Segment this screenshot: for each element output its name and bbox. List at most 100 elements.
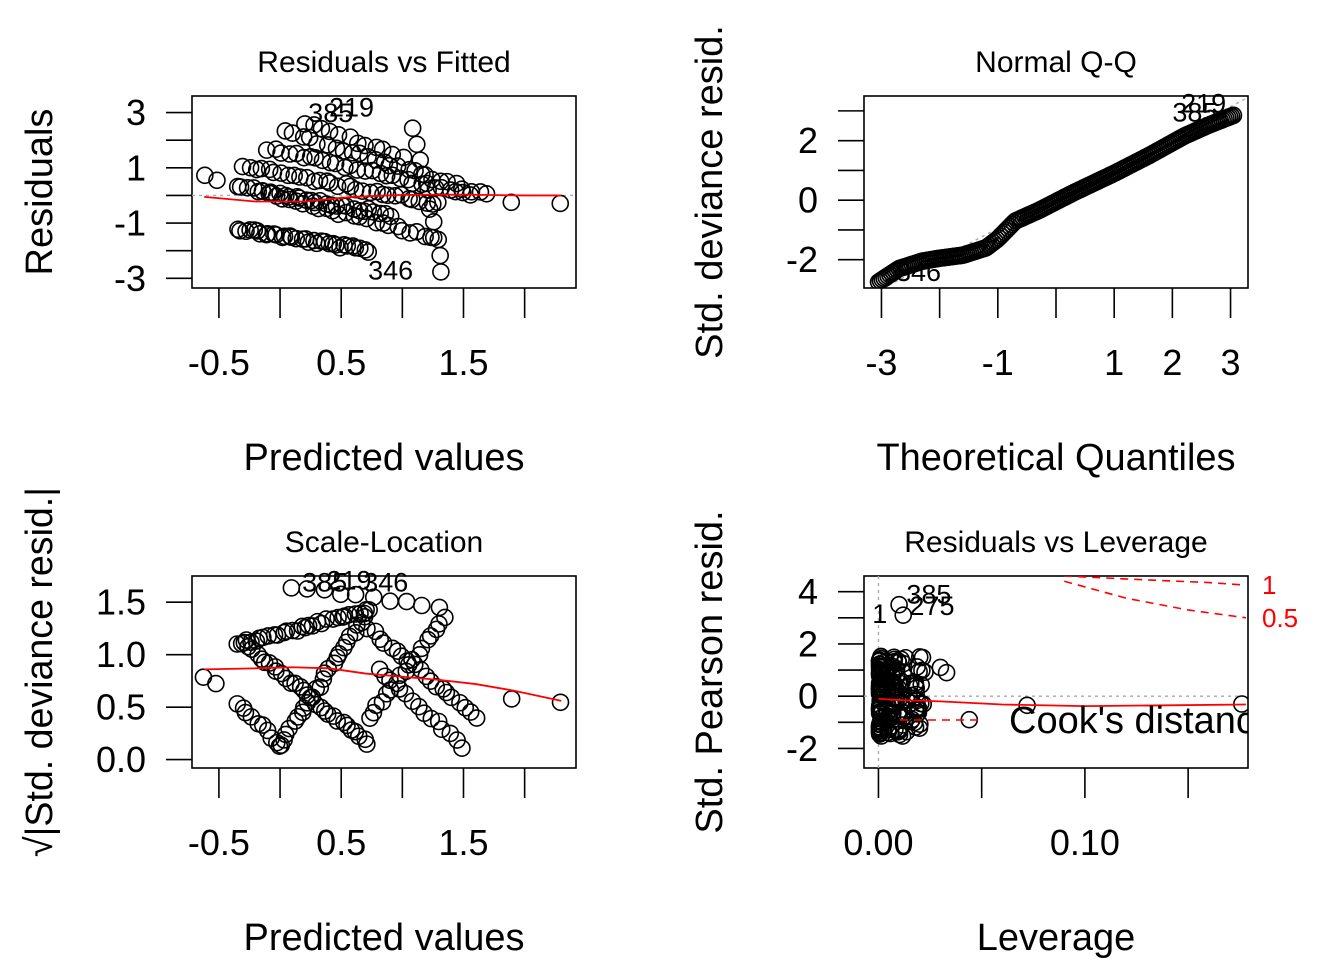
- data-point: [318, 172, 336, 190]
- y-tick-label: 3: [126, 92, 146, 133]
- data-point: [400, 160, 419, 179]
- x-axis-label: Leverage: [977, 917, 1135, 959]
- y-axis-label: Std. deviance resid.: [689, 25, 731, 359]
- data-point: [430, 598, 449, 617]
- data-point: [295, 148, 313, 167]
- data-point: [356, 241, 375, 259]
- data-point: [477, 184, 496, 203]
- data-point: [280, 145, 299, 163]
- smoother-line: [204, 666, 562, 702]
- point-label: 219: [1181, 88, 1226, 118]
- data-point: [320, 122, 339, 141]
- x-tick-label: 0.10: [1050, 822, 1120, 863]
- x-tick-label: 1.5: [438, 342, 488, 383]
- y-axis-label: √|Std. deviance resid.|: [19, 487, 61, 857]
- data-point: [259, 627, 277, 645]
- data-point: [388, 642, 407, 661]
- y-tick-label: -3: [114, 258, 146, 299]
- data-point: [364, 588, 383, 606]
- y-tick-label: 1: [126, 147, 146, 188]
- data-point: [408, 135, 426, 154]
- data-point: [377, 684, 396, 703]
- data-point: [551, 693, 570, 712]
- data-point: [432, 720, 451, 739]
- data-point: [287, 229, 306, 248]
- data-point: [275, 227, 294, 246]
- panel-title: Residuals vs Fitted: [257, 46, 510, 79]
- data-point: [467, 709, 486, 727]
- data-point: [411, 151, 430, 169]
- data-point: [328, 177, 347, 196]
- data-point: [356, 136, 374, 155]
- data-point: [314, 670, 333, 688]
- data-point: [377, 166, 396, 185]
- data-point: [422, 709, 441, 728]
- data-point: [913, 661, 931, 680]
- data-point: [416, 227, 434, 246]
- data-point: [403, 119, 422, 138]
- data-point: [298, 694, 317, 712]
- data-point: [427, 677, 446, 696]
- data-point: [344, 237, 362, 255]
- residuals-vs-fitted-panel: Residuals vs Fitted Predicted values Resid…: [19, 46, 577, 479]
- x-tick-label: -3: [865, 342, 897, 383]
- data-point: [313, 151, 332, 170]
- data-point: [889, 707, 908, 725]
- x-tick-label: 3: [1221, 342, 1241, 383]
- data-point: [419, 181, 437, 199]
- data-point: [273, 228, 292, 247]
- data-point: [890, 595, 908, 614]
- plot-frame: [863, 575, 1249, 769]
- data-point: [293, 195, 312, 213]
- y-tick-label: -2: [786, 728, 818, 769]
- scale-location-panel: Scale-Location Predicted values √|Std. dev…: [19, 487, 577, 959]
- data-point: [252, 159, 271, 178]
- data-point: [361, 183, 380, 202]
- data-point: [907, 685, 926, 704]
- point-label: 346: [368, 256, 413, 286]
- cooks-contour-label: 0.5: [1262, 603, 1298, 633]
- data-point: [338, 237, 357, 255]
- x-tick-label: 1.5: [438, 822, 488, 863]
- data-point: [421, 672, 440, 690]
- point-label: 385: [906, 579, 951, 609]
- data-point: [328, 712, 347, 730]
- data-point: [277, 622, 296, 640]
- data-point: [282, 579, 301, 597]
- data-point: [908, 658, 926, 676]
- data-point: [873, 662, 892, 681]
- panel-title: Residuals vs Leverage: [904, 526, 1208, 559]
- y-tick-label: 0: [798, 180, 818, 221]
- data-point: [879, 708, 898, 727]
- data-point: [315, 702, 334, 720]
- data-point: [346, 585, 365, 604]
- data-point: [403, 692, 422, 711]
- point-label: 275: [909, 591, 954, 621]
- y-tick-label: 4: [798, 571, 818, 612]
- smoother-line: [878, 697, 1246, 707]
- data-point: [367, 213, 386, 232]
- data-point: [233, 157, 252, 176]
- data-point: [279, 166, 298, 185]
- y-tick-label: 0: [798, 676, 818, 717]
- data-point: [374, 634, 393, 652]
- data-point: [910, 648, 929, 666]
- data-point: [429, 712, 448, 731]
- data-point: [358, 735, 376, 753]
- smoother-line: [204, 193, 562, 203]
- data-point: [431, 246, 449, 265]
- data-point: [315, 581, 334, 599]
- data-point: [280, 190, 299, 209]
- residuals-vs-leverage-panel: Residuals vs Leverage Leverage Std. Pearso…: [689, 510, 1298, 959]
- point-label: 1: [872, 599, 887, 629]
- y-tick-label: -2: [786, 239, 818, 280]
- data-point: [349, 134, 367, 153]
- data-point: [391, 169, 410, 188]
- data-point: [432, 263, 450, 281]
- data-point: [231, 222, 249, 240]
- data-point: [244, 179, 263, 197]
- data-point: [272, 664, 291, 683]
- data-point: [870, 684, 889, 703]
- data-point: [383, 166, 402, 185]
